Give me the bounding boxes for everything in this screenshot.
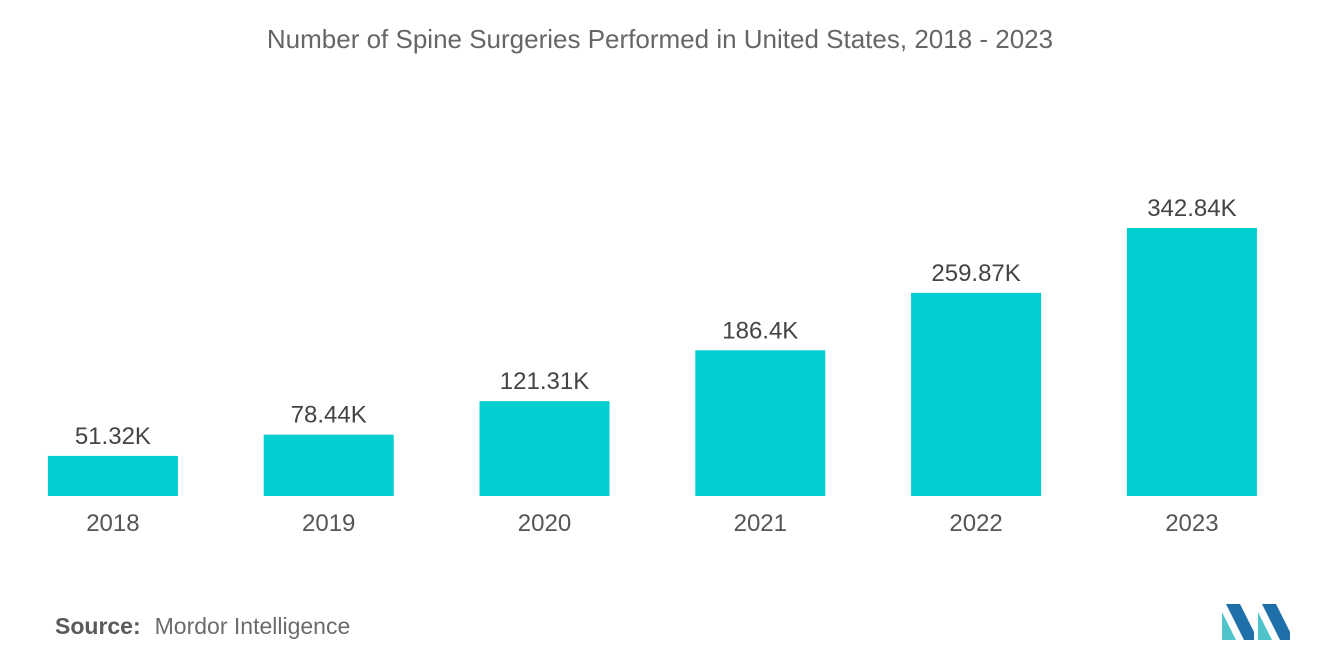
bar-2022: [911, 292, 1042, 496]
source-note: Source: Mordor Intelligence: [55, 613, 350, 640]
x-tick-label-2018: 2018: [86, 510, 139, 537]
x-tick-label-2022: 2022: [949, 510, 1002, 537]
source-text: Mordor Intelligence: [154, 613, 351, 639]
source-label: Source:: [55, 613, 141, 639]
x-tick-label-2019: 2019: [302, 510, 355, 537]
x-tick-labels-layer: 2018 2019 2020 2021 2022 2023: [86, 510, 1218, 537]
data-label-2018: 51.32K: [75, 423, 151, 450]
data-label-2020: 121.31K: [500, 368, 589, 395]
bar-2021: [695, 350, 826, 496]
bar-2018: [47, 455, 178, 496]
bar-2019: [263, 434, 394, 496]
data-label-2022: 259.87K: [931, 260, 1020, 287]
x-tick-label-2023: 2023: [1165, 510, 1218, 537]
bar-2023: [1126, 228, 1257, 496]
chart-title: Number of Spine Surgeries Performed in U…: [266, 24, 1054, 54]
x-tick-label-2020: 2020: [518, 510, 571, 537]
data-label-2019: 78.44K: [291, 402, 367, 429]
data-label-2023: 342.84K: [1147, 195, 1236, 222]
mordor-intelligence-logo-icon: [1222, 604, 1290, 640]
bar-chart: 51.32K78.44K121.31K186.4K259.87K342.84K …: [47, 195, 1257, 537]
bar-2020: [479, 401, 610, 496]
data-labels-layer: 51.32K 78.44K 121.31K 186.4K 259.87K 342.84K: [75, 195, 1237, 450]
bars-layer: [47, 228, 1257, 496]
x-tick-label-2021: 2021: [734, 510, 787, 537]
data-label-2021: 186.4K: [722, 317, 798, 344]
